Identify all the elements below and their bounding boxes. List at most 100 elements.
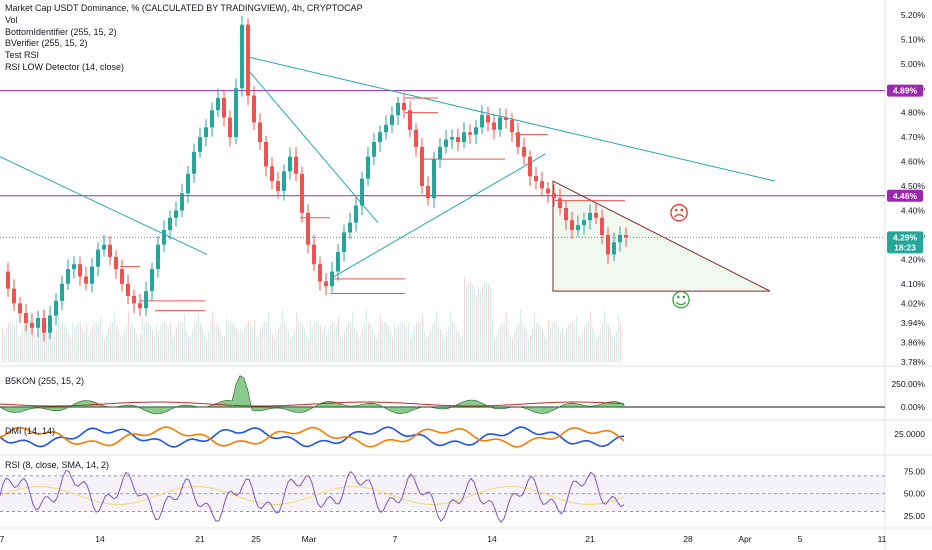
volume-bar [26, 322, 27, 362]
volume-bar [184, 314, 185, 362]
volume-bar [16, 318, 17, 362]
mid-level-badge: 4.46% [893, 191, 918, 201]
volume-bar [28, 322, 29, 362]
b5kon-area [0, 375, 625, 415]
volume-bar [82, 325, 83, 362]
volume-bar [390, 331, 391, 362]
volume-bar [60, 322, 61, 362]
volume-bar [166, 324, 167, 362]
legend-item-bottom-identifier[interactable]: BottomIdentifier (255, 15, 2) [5, 26, 117, 37]
volume-bar [500, 324, 501, 362]
candle-body [288, 156, 292, 172]
pane-label-dmi[interactable]: DMI (14, 14) [5, 426, 56, 436]
volume-bar [446, 332, 447, 362]
candle-body [108, 244, 112, 257]
volume-bar [522, 323, 523, 362]
candle-body [558, 198, 562, 208]
volume-bar [80, 322, 81, 362]
volume-bar [514, 331, 515, 362]
volume-bar [592, 327, 593, 362]
candle-body [624, 234, 628, 238]
volume-bar [546, 338, 547, 362]
legend-item-bverifier[interactable]: BVerifier (255, 15, 2) [5, 38, 88, 49]
volume-bar [606, 322, 607, 362]
x-tick-label: Apr [738, 534, 751, 544]
volume-bar [558, 326, 559, 362]
candle-body [468, 132, 472, 135]
x-tick-label: 28 [683, 534, 693, 544]
pane-label-b5kon[interactable]: B5KON (255, 15, 2) [5, 376, 85, 386]
candle-body [216, 98, 220, 111]
volume-bar [540, 324, 541, 362]
volume-bar [378, 332, 379, 362]
x-tick-label: 5 [798, 534, 803, 544]
legend-item-vol[interactable]: Vol [5, 14, 18, 25]
volume-bar [218, 326, 219, 362]
volume-bar [212, 311, 213, 362]
volume-bar [554, 322, 555, 362]
volume-bar [190, 336, 191, 362]
volume-bar [244, 327, 245, 362]
candle-body [600, 217, 604, 235]
volume-bar [568, 324, 569, 362]
candle-body [336, 252, 340, 272]
volume-bar [468, 282, 469, 362]
volume-bar [432, 324, 433, 362]
volume-bar [384, 322, 385, 362]
volume-bar [484, 283, 485, 362]
volume-bar [386, 323, 387, 362]
rsi-tick-label: 25.00 [904, 511, 926, 521]
candle-body [42, 318, 46, 333]
volume-bar [270, 328, 271, 362]
volume-bar [50, 330, 51, 362]
volume-bar [248, 322, 249, 362]
volume-bar [2, 328, 3, 362]
volume-bar [408, 322, 409, 362]
volume-bar [102, 333, 103, 362]
volume-bar [490, 286, 491, 362]
volume-bar [258, 335, 259, 362]
mid-level-badge-bg [887, 189, 923, 202]
candle-body [396, 102, 400, 116]
volume-bar [580, 337, 581, 362]
candle-body [222, 98, 226, 118]
y-tick-label: 4.80% [901, 108, 926, 118]
candle-body [510, 120, 514, 133]
volume-bar [548, 319, 549, 362]
volume-bar [196, 322, 197, 362]
x-tick-label: 7 [0, 534, 5, 544]
volume-bar [524, 326, 525, 362]
legend-item-test-rsi[interactable]: Test RSI [5, 50, 40, 61]
volume-bar [450, 311, 451, 362]
volume-bar [96, 322, 97, 362]
volume-bar [108, 327, 109, 362]
volume-bar [136, 333, 137, 362]
pane-label-rsi[interactable]: RSI (8, close, SMA, 14, 2) [5, 460, 110, 470]
volume-bar [358, 337, 359, 362]
candle-body [330, 271, 334, 287]
volume-bar [560, 332, 561, 362]
candle-body [402, 102, 406, 111]
volume-bar [304, 328, 305, 362]
trendline [246, 68, 379, 223]
volume-bar [292, 335, 293, 362]
volume-bar [426, 338, 427, 362]
volume-bar [572, 322, 573, 362]
dmi-tick-label: 25.0000 [894, 429, 925, 439]
x-tick-label: 14 [487, 534, 497, 544]
candle-body [252, 95, 256, 123]
candle-body [618, 234, 622, 243]
candle-body [504, 117, 508, 120]
volume-bar [124, 330, 125, 362]
candle-body [258, 122, 262, 142]
x-tick-label: 11 [878, 534, 887, 544]
candle-body [162, 230, 166, 245]
volume-bar [328, 329, 329, 362]
volume-bar [288, 331, 289, 362]
volume-bar [202, 328, 203, 362]
volume-bar [46, 322, 47, 362]
volume-bar [422, 314, 423, 362]
legend-item-rsi-low-detector[interactable]: RSI LOW Detector (14, close) [5, 61, 125, 72]
volume-bar [104, 339, 105, 362]
